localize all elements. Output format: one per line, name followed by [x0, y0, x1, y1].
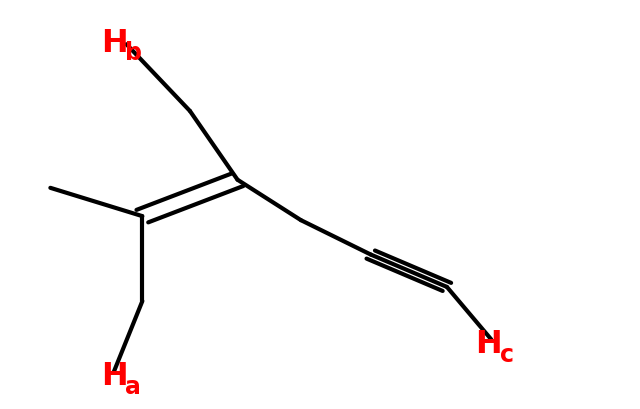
- Text: H: H: [101, 28, 128, 58]
- Text: H: H: [101, 360, 128, 391]
- Text: c: c: [500, 342, 513, 366]
- Text: a: a: [125, 374, 141, 398]
- Text: H: H: [476, 328, 502, 359]
- Text: b: b: [125, 41, 142, 65]
